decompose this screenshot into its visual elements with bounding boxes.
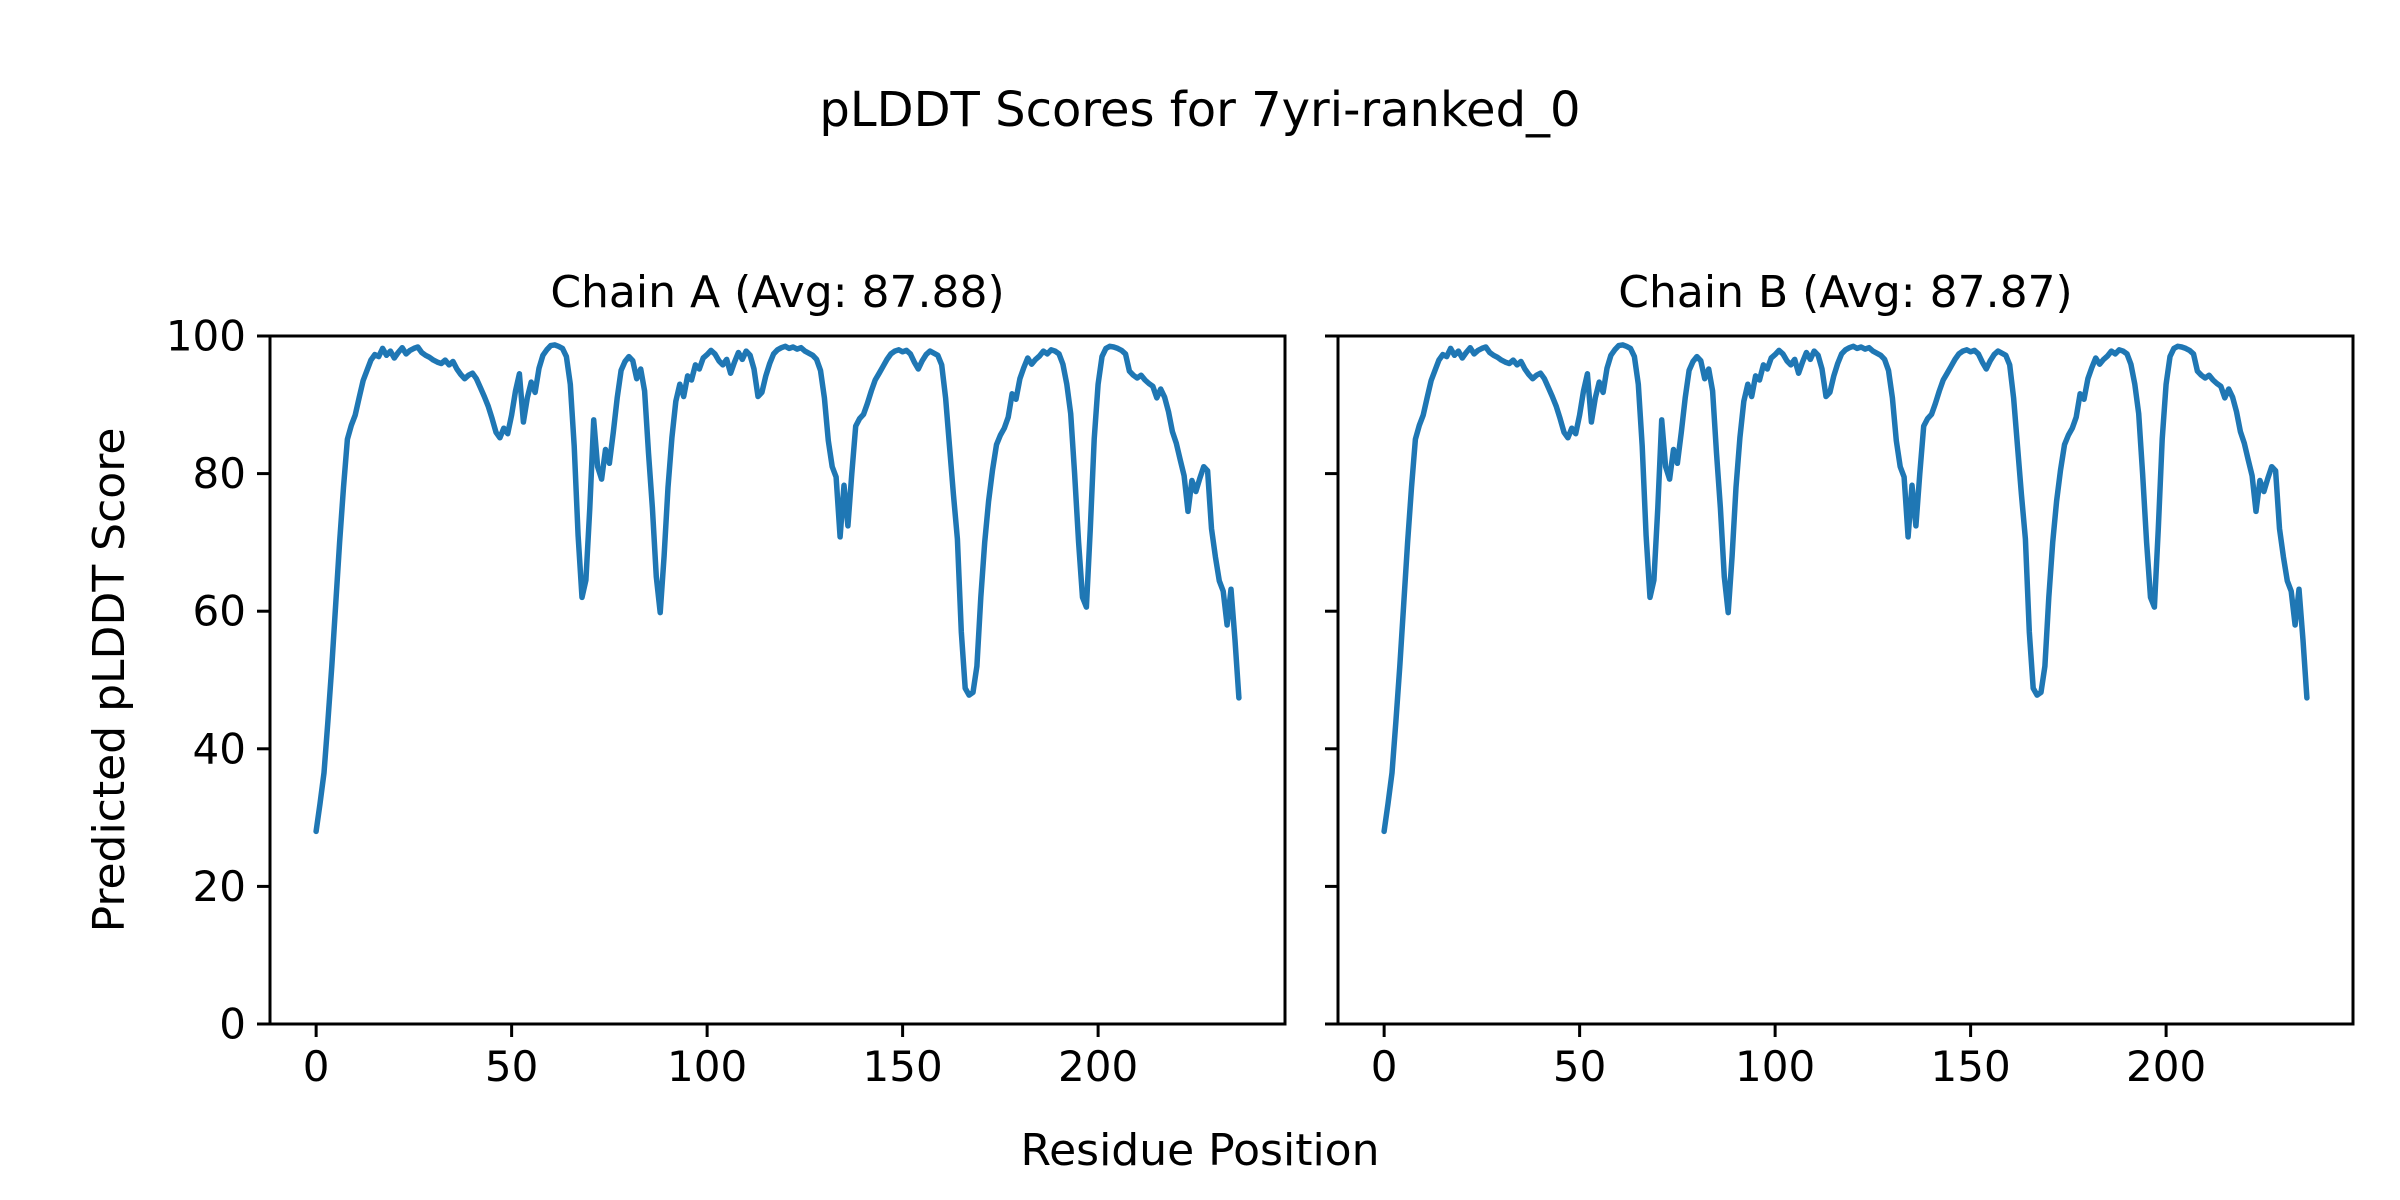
y-tick-label: 40	[193, 724, 246, 773]
axes-spines-chain-b	[1336, 334, 2355, 1026]
subplot-title-chain-a: Chain A (Avg: 87.88)	[550, 267, 1005, 318]
subplot-title-chain-b: Chain B (Avg: 87.87)	[1618, 267, 2073, 318]
y-tick-label: 20	[193, 862, 246, 911]
x-tick-label: 50	[485, 1042, 538, 1091]
x-tick-label: 200	[1058, 1042, 1138, 1091]
x-axis-label: Residue Position	[1020, 1125, 1380, 1176]
x-tick-label: 200	[2126, 1042, 2206, 1091]
y-tick-label: 0	[219, 1000, 246, 1049]
axes-spines-chain-a	[268, 334, 1287, 1026]
x-tick-label: 150	[863, 1042, 943, 1091]
x-tick-label: 0	[303, 1042, 330, 1091]
y-tick-label: 100	[166, 312, 246, 361]
y-axis-label: Predicted pLDDT Score	[84, 427, 135, 933]
x-tick-label: 150	[1931, 1042, 2011, 1091]
plddt-line-chain-b	[1381, 342, 2310, 835]
x-tick-label: 50	[1553, 1042, 1606, 1091]
y-tick-label: 80	[193, 449, 246, 498]
plddt-line-chain-a	[313, 342, 1242, 835]
y-tick-label: 60	[193, 587, 246, 636]
x-tick-label: 100	[667, 1042, 747, 1091]
figure-title: pLDDT Scores for 7yri-ranked_0	[819, 82, 1581, 138]
x-tick-label: 100	[1735, 1042, 1815, 1091]
x-tick-label: 0	[1371, 1042, 1398, 1091]
